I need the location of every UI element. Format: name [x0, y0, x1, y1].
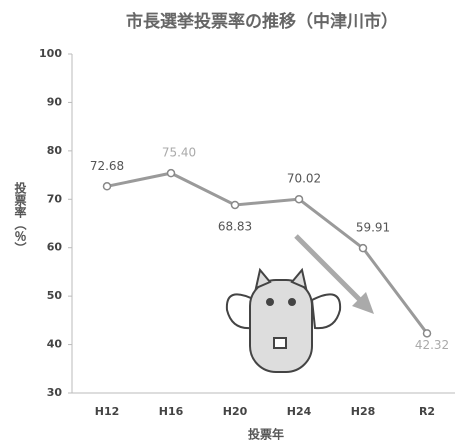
- data-point: [358, 243, 368, 253]
- data-label: 75.40: [162, 146, 196, 160]
- mascot: [225, 267, 342, 373]
- x-tick-label: H28: [351, 405, 376, 418]
- data-label: 70.02: [287, 172, 321, 186]
- data-label: 42.32: [415, 338, 449, 352]
- data-point: [422, 329, 432, 338]
- y-tick-label: 70: [47, 192, 63, 205]
- x-tick-label: H20: [223, 405, 248, 418]
- x-tick-label: H12: [95, 405, 120, 418]
- data-point: [294, 194, 304, 204]
- x-axis-label: 投票年: [248, 427, 284, 442]
- x-tick-label: R2: [419, 405, 435, 418]
- y-axis-label: 投票率（％）: [13, 181, 27, 254]
- data-label: 72.68: [90, 159, 124, 173]
- data-point: [230, 200, 240, 210]
- y-tick-label: 50: [47, 289, 63, 302]
- data-label: 59.91: [356, 221, 390, 235]
- y-tick-label: 40: [47, 338, 63, 351]
- y-tick-label: 30: [47, 386, 63, 399]
- x-tick-label: H16: [159, 405, 184, 418]
- trend-arrow: [294, 234, 374, 314]
- y-tick-label: 90: [47, 95, 63, 108]
- data-label: 68.83: [218, 219, 252, 233]
- y-tick-label: 80: [47, 144, 63, 157]
- x-tick-label: H24: [287, 405, 312, 418]
- data-point: [166, 168, 176, 178]
- data-point: [102, 182, 112, 191]
- chart-title: 市長選挙投票率の推移（中津川市）: [126, 11, 398, 32]
- data-line: [106, 171, 429, 335]
- y-tick-label: 100: [39, 47, 62, 60]
- y-tick-label: 60: [47, 241, 63, 254]
